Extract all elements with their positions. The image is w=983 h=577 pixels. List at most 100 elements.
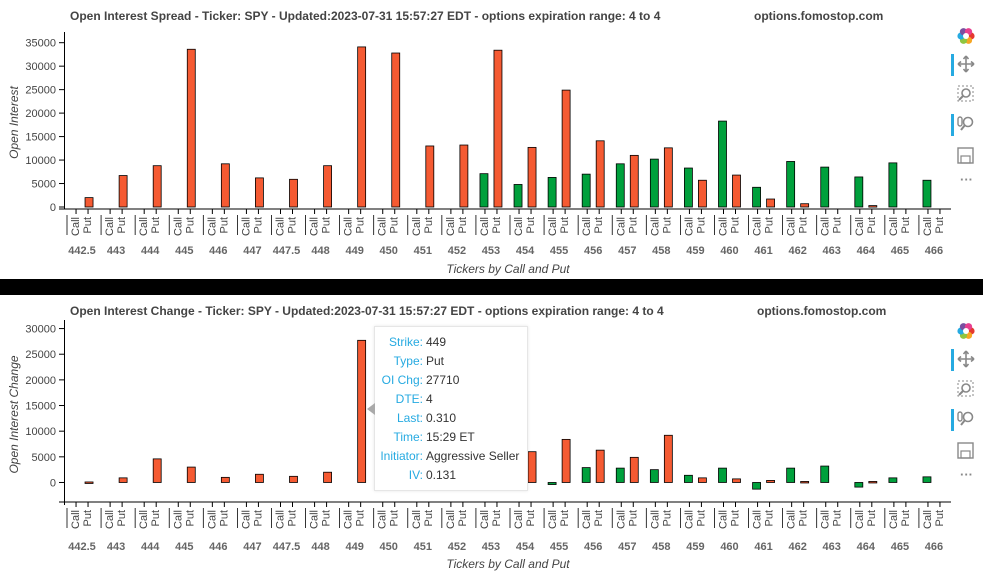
wheel-lens (962, 116, 974, 128)
x-subcategory-label: Put (730, 217, 742, 234)
x-subcategory-label: Call (70, 217, 82, 236)
x-category-label: 442.5 (68, 541, 96, 553)
put-bar-445 (186, 48, 196, 208)
bokeh-logo-tool[interactable] (951, 26, 981, 48)
tooltip-row: OI Chg: 27710 (375, 372, 527, 388)
pan-tool[interactable] (951, 349, 981, 371)
put-bar-464 (868, 205, 878, 208)
y-tick-label: 30000 (25, 61, 56, 73)
tooltip-key: OI Chg: (381, 373, 423, 387)
x-category-label: 465 (891, 541, 909, 553)
x-category-label: 460 (720, 245, 738, 257)
hover-tooltip: Strike: 449 Type: Put OI Chg: 27710 DTE: 4 Last:… (367, 326, 528, 491)
x-subcategory-label: Put (661, 217, 673, 234)
x-subcategory-label: Call (718, 510, 730, 529)
put-bar-443 (118, 477, 128, 483)
x-category-label: 448 (311, 245, 329, 257)
wheel-handle (960, 419, 966, 426)
y-axis-label: Open Interest Change (7, 355, 21, 473)
tooltip-value: 449 (426, 335, 447, 349)
put-bar-455 (561, 89, 571, 208)
save-tool[interactable] (951, 441, 981, 463)
y-tick-label: 25000 (25, 349, 56, 361)
x-subcategory-label: Call (309, 510, 321, 529)
x-subcategory-label: Put (627, 510, 639, 527)
y-tick-label: 10000 (25, 426, 56, 438)
x-subcategory-label: Call (479, 510, 491, 529)
box-zoom-tool[interactable] (951, 84, 981, 106)
save-tool[interactable] (951, 146, 981, 168)
logo-center (963, 33, 969, 39)
open-interest-spread-chart: Open Interest Spread - Ticker: SPY - Upd… (7, 9, 951, 276)
x-subcategory-label: Call (888, 510, 900, 529)
wheel-zoom-icon (957, 116, 974, 131)
y-tick-label: 10000 (25, 155, 56, 167)
y-tick-label: 20000 (25, 108, 56, 120)
x-subcategory-label: Call (411, 510, 423, 529)
x-subcategory-label: Call (309, 217, 321, 236)
x-subcategory-label: Call (479, 217, 491, 236)
x-category-label: 449 (345, 245, 363, 257)
x-category-label: 455 (550, 541, 568, 553)
tooltip-value: 15:29 ET (426, 430, 475, 444)
x-subcategory-label: Put (423, 510, 435, 527)
x-subcategory-label: Call (138, 217, 150, 236)
x-category-label: 446 (209, 541, 227, 553)
x-subcategory-label: Call (240, 217, 252, 236)
x-category-label: 456 (584, 245, 602, 257)
x-category-label: 457 (618, 245, 636, 257)
tooltip-row: Last: 0.310 (375, 410, 527, 426)
x-subcategory-label: Put (184, 217, 196, 234)
x-subcategory-label: Put (457, 217, 469, 234)
put-bar-458 (663, 434, 673, 483)
x-subcategory-label: Call (547, 510, 559, 529)
x-subcategory-label: Put (934, 510, 946, 527)
tooltip-value: 0.310 (426, 411, 457, 425)
x-subcategory-label: Call (922, 217, 934, 236)
x-subcategory-label: Put (764, 217, 776, 234)
x-subcategory-label: Put (866, 510, 878, 527)
zoom-box (957, 380, 974, 397)
x-subcategory-label: Call (683, 510, 695, 529)
put-bar-454 (527, 451, 537, 483)
x-category-label: 462 (788, 245, 806, 257)
pan-tool[interactable] (951, 54, 981, 76)
x-category-label: 443 (107, 541, 125, 553)
put-bar-459 (698, 477, 707, 483)
put-bar-449 (357, 46, 367, 208)
wheel-zoom-tool[interactable] (951, 114, 981, 136)
put-bar-448 (323, 471, 332, 483)
y-tick-label: 35000 (25, 38, 56, 50)
tooltip-row: Strike: 449 (375, 334, 527, 350)
x-subcategory-label: Put (389, 217, 401, 234)
x-category-label: 466 (925, 541, 943, 553)
x-subcategory-label: Put (389, 510, 401, 527)
zoom-lens (961, 383, 971, 393)
wheel-mouse (957, 411, 963, 422)
zoom-box (957, 85, 974, 102)
x-subcategory-label: Call (206, 217, 218, 236)
more-tools-menu[interactable]: ··· (960, 467, 973, 482)
tooltip-key: Strike: (388, 335, 423, 349)
pan-icon (957, 350, 975, 368)
y-tick-label: 20000 (25, 375, 56, 387)
tooltip-row: IV: 0.131 (375, 467, 527, 483)
x-subcategory-label: Call (718, 217, 730, 236)
bokeh-logo-tool[interactable] (951, 321, 981, 343)
more-tools-menu[interactable]: ··· (960, 172, 973, 187)
zoom-handle (958, 390, 964, 396)
put-bar-446 (220, 163, 230, 208)
x-subcategory-label: Call (377, 217, 389, 236)
wheel-zoom-tool[interactable] (951, 409, 981, 431)
put-bar-446 (220, 476, 230, 483)
x-category-label: 454 (516, 245, 535, 257)
put-bar-456 (595, 140, 605, 208)
x-category-label: 444 (141, 245, 160, 257)
x-subcategory-label: Call (581, 510, 593, 529)
call-bar-456 (581, 467, 591, 483)
x-category-label: 450 (380, 245, 398, 257)
tooltip-key: DTE: (395, 392, 423, 406)
box-zoom-tool[interactable] (951, 379, 981, 401)
put-bar-461 (766, 480, 775, 483)
call-bar-463 (820, 166, 830, 208)
